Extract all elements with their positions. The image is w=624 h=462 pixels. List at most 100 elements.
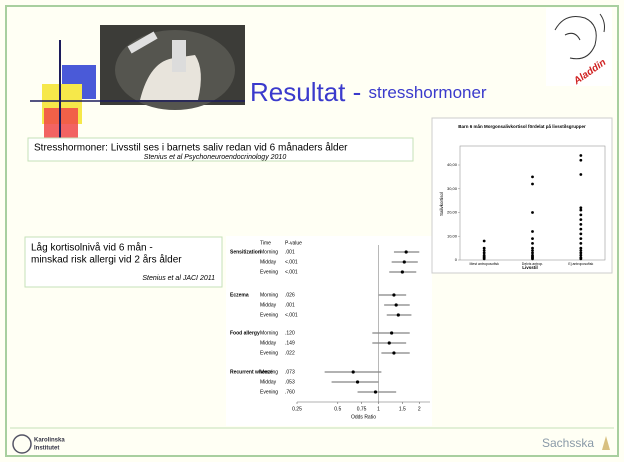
text-box <box>27 137 414 162</box>
point <box>579 227 583 231</box>
time-label: Morning <box>260 369 278 375</box>
point <box>531 182 534 186</box>
time-label: Midday <box>260 302 277 308</box>
x-tick-label: 0.75 <box>357 406 367 412</box>
point <box>579 213 583 217</box>
estimate <box>402 260 406 264</box>
p-value: <.001 <box>285 269 298 275</box>
p-value: <.001 <box>285 259 298 265</box>
citation: Stenius et al JACI 2011 <box>142 275 215 282</box>
x-axis-label: Livsstil <box>522 265 538 270</box>
estimate <box>355 380 360 384</box>
estimate <box>392 351 396 355</box>
point <box>579 208 583 212</box>
p-value: .001 <box>285 249 295 255</box>
p-value: <.001 <box>285 312 298 318</box>
forest-panel <box>226 236 432 426</box>
title-sub: stresshormoner <box>369 83 487 102</box>
point <box>579 253 583 257</box>
point <box>579 232 583 236</box>
group-label: Eczema <box>230 292 249 298</box>
y-axis-label: Salivkortisol <box>439 192 444 216</box>
slide-title: Resultat - stresshormoner <box>250 77 487 107</box>
x-tick-label: 0.25 <box>292 406 302 412</box>
estimate <box>351 370 355 374</box>
p-value: .760 <box>285 389 295 395</box>
box-text: Stresshormoner: Livsstil ses i barnets s… <box>34 142 348 154</box>
slide-frame <box>5 5 619 457</box>
footer-left: Institutet <box>34 446 59 452</box>
p-value: .026 <box>285 292 295 298</box>
time-label: Midday <box>260 259 277 265</box>
box-text: Låg kortisolnivå vid 6 mån - <box>31 242 153 254</box>
point <box>531 237 534 241</box>
x-axis-label: Odds Ratio <box>351 414 376 420</box>
text-box <box>24 236 223 288</box>
x-tick-label: Ej antroposofisk <box>568 262 593 266</box>
time-label: Midday <box>260 340 277 346</box>
point <box>482 246 486 250</box>
time-label: Evening <box>260 350 278 356</box>
point <box>482 239 486 243</box>
point <box>579 246 583 250</box>
column-header: P-value <box>285 240 302 246</box>
vial <box>172 40 186 72</box>
p-value: .001 <box>285 302 295 308</box>
group-label: Recurrent wheeze <box>230 369 273 375</box>
estimate <box>400 270 404 274</box>
scatter-panel <box>431 117 613 274</box>
point <box>531 175 534 179</box>
y-tick-label: 40,00 <box>447 162 458 167</box>
point <box>531 251 534 255</box>
scatter-title: Barn 6 mån Morgonsalivkortisol fördelat … <box>458 123 586 129</box>
point <box>482 249 486 252</box>
y-tick-label: 20,00 <box>447 210 458 215</box>
p-value: .149 <box>285 340 295 346</box>
ki-logo <box>12 434 32 454</box>
estimate <box>396 313 400 317</box>
estimate <box>390 331 394 335</box>
y-tick-label: 10,00 <box>447 233 458 238</box>
point <box>531 241 534 245</box>
point <box>579 222 583 226</box>
y-tick-label: 30,00 <box>447 186 458 191</box>
p-value: .022 <box>285 350 295 356</box>
time-label: Midday <box>260 379 277 385</box>
estimate <box>392 293 396 297</box>
time-label: Morning <box>260 249 278 255</box>
y-tick-label: 0 <box>455 257 458 262</box>
point <box>579 158 583 162</box>
group-label: Sensitization <box>230 249 261 255</box>
footer-icon <box>602 436 610 450</box>
x-tick-label: 1 <box>377 406 380 412</box>
point <box>531 249 534 252</box>
estimate <box>373 390 378 394</box>
point <box>579 173 583 176</box>
time-label: Morning <box>260 330 278 336</box>
citation: Stenius et al Psychoneuroendocrinology 2… <box>144 154 287 161</box>
footer-right: Sachsska <box>542 436 594 450</box>
x-tick-label: 0.5 <box>334 406 341 412</box>
footer-left: Karolinska <box>34 438 65 444</box>
point <box>531 257 534 261</box>
point <box>579 257 583 261</box>
group-label: Food allergy <box>230 330 260 336</box>
point <box>482 257 486 261</box>
p-value: .120 <box>285 330 295 336</box>
point <box>579 241 583 245</box>
p-value: .073 <box>285 369 295 375</box>
column-header: Time <box>260 240 271 246</box>
time-label: Evening <box>260 269 278 275</box>
point <box>531 230 534 233</box>
logo-drawing <box>554 13 605 60</box>
logo-bg <box>546 8 612 86</box>
point <box>531 211 534 214</box>
point <box>579 206 583 210</box>
title-main: Resultat - <box>250 77 369 107</box>
point <box>482 251 486 255</box>
x-tick-label: 2 <box>418 406 421 412</box>
x-tick-label: Delvis antrop. <box>522 262 543 266</box>
point <box>579 218 583 222</box>
estimate <box>404 250 408 254</box>
